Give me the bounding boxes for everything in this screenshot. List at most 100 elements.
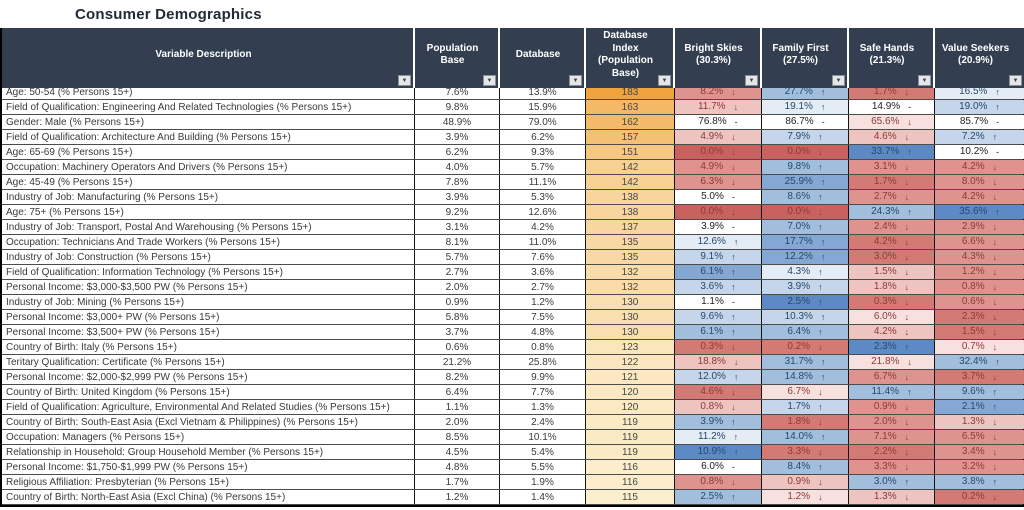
table-row: Occupation: Managers (% Persons 15+) 8.5… xyxy=(2,430,1024,445)
trend-arrow-icon: ↑ xyxy=(904,476,910,487)
population-base-cell: 3.9% xyxy=(415,130,500,144)
database-cell: 11.0% xyxy=(500,235,586,249)
database-cell: 10.1% xyxy=(500,430,586,444)
trend-arrow-icon: ↑ xyxy=(818,461,823,472)
filter-button[interactable]: ▼ xyxy=(483,75,496,86)
trend-arrow-icon: ↓ xyxy=(818,386,823,397)
bright-skies-cell: 4.6% ↓ xyxy=(675,385,762,399)
trend-arrow-icon: ↓ xyxy=(904,221,910,232)
safe-hands-cell: 4.2% ↓ xyxy=(849,325,935,339)
trend-arrow-icon: ↓ xyxy=(992,281,998,292)
table-row: Personal Income: $3,500+ PW (% Persons 1… xyxy=(2,325,1024,340)
bright-skies-cell: 2.5% ↑ xyxy=(675,490,762,504)
value-seekers-cell: 19.0% ↑ xyxy=(935,100,1024,114)
population-base-cell: 2.0% xyxy=(415,280,500,294)
trend-arrow-icon: ↓ xyxy=(992,371,998,382)
database-index-cell: 157 xyxy=(586,130,675,144)
trend-arrow-icon: ↓ xyxy=(992,191,998,202)
trend-arrow-icon: ↑ xyxy=(820,101,826,112)
bright-skies-cell: 11.7% ↓ xyxy=(675,100,762,114)
trend-arrow-icon: ↑ xyxy=(907,146,912,157)
trend-arrow-icon: ↓ xyxy=(731,476,736,487)
population-base-cell: 1.7% xyxy=(415,475,500,489)
filter-button[interactable]: ▼ xyxy=(1009,75,1022,86)
filter-button[interactable]: ▼ xyxy=(658,75,671,86)
database-index-cell: 116 xyxy=(586,475,675,489)
family-first-cell: 10.3% ↑ xyxy=(762,310,849,324)
value-seekers-cell: 3.7% ↓ xyxy=(935,370,1024,384)
population-base-cell: 9.2% xyxy=(415,205,500,219)
trend-arrow-icon: ↓ xyxy=(992,296,998,307)
bright-skies-cell: 6.3% ↓ xyxy=(675,175,762,189)
safe-hands-cell: 2.3% ↑ xyxy=(849,340,935,354)
trend-arrow-icon: ↓ xyxy=(904,491,910,502)
database-index-cell: 119 xyxy=(586,430,675,444)
filter-button[interactable]: ▼ xyxy=(745,75,758,86)
value-seekers-cell: 3.2% ↓ xyxy=(935,460,1024,474)
table-row: Religious Affiliation: Presbyterian (% P… xyxy=(2,475,1024,490)
filter-button[interactable]: ▼ xyxy=(832,75,845,86)
population-base-cell: 8.5% xyxy=(415,430,500,444)
population-base-cell: 7.8% xyxy=(415,175,500,189)
trend-arrow-icon: ↓ xyxy=(904,86,910,97)
bright-skies-cell: 12.0% ↑ xyxy=(675,370,762,384)
trend-arrow-icon: ↑ xyxy=(818,221,823,232)
header-bright-skies: Bright Skies (30.3%) ▼ xyxy=(675,28,762,88)
trend-arrow-icon: ↑ xyxy=(820,431,826,442)
trend-arrow-icon: ↑ xyxy=(820,176,826,187)
trend-arrow-icon: ↓ xyxy=(992,176,998,187)
safe-hands-cell: 4.2% ↓ xyxy=(849,235,935,249)
value-seekers-cell: 1.2% ↓ xyxy=(935,265,1024,279)
value-seekers-cell: 0.6% ↓ xyxy=(935,295,1024,309)
table-row: Industry of Job: Construction (% Persons… xyxy=(2,250,1024,265)
population-base-cell: 3.7% xyxy=(415,325,500,339)
database-index-cell: 119 xyxy=(586,445,675,459)
filter-dropdown-icon: ▼ xyxy=(401,77,408,84)
filter-dropdown-icon: ▼ xyxy=(835,77,842,84)
database-index-cell: 135 xyxy=(586,235,675,249)
family-first-cell: 0.0% ↓ xyxy=(762,145,849,159)
bright-skies-cell: 6.1% ↑ xyxy=(675,325,762,339)
database-cell: 13.9% xyxy=(500,85,586,99)
header-population-base: Population Base ▼ xyxy=(415,28,500,88)
value-seekers-cell: 2.9% ↓ xyxy=(935,220,1024,234)
variable-description-cell: Occupation: Managers (% Persons 15+) xyxy=(2,430,415,444)
trend-arrow-icon: ↓ xyxy=(992,431,998,442)
bright-skies-cell: 0.8% ↓ xyxy=(675,400,762,414)
trend-arrow-icon: ↓ xyxy=(904,371,910,382)
trend-arrow-icon: ↓ xyxy=(992,161,998,172)
population-base-cell: 6.2% xyxy=(415,145,500,159)
filter-button[interactable]: ▼ xyxy=(569,75,582,86)
family-first-cell: 1.7% ↑ xyxy=(762,400,849,414)
family-first-cell: 6.7% ↓ xyxy=(762,385,849,399)
trend-arrow-icon: ↑ xyxy=(818,326,823,337)
safe-hands-cell: 65.6% ↓ xyxy=(849,115,935,129)
population-base-cell: 8.1% xyxy=(415,235,500,249)
value-seekers-cell: 4.3% ↓ xyxy=(935,250,1024,264)
trend-arrow-icon: ↓ xyxy=(904,266,910,277)
database-index-cell: 135 xyxy=(586,250,675,264)
trend-arrow-icon: ↑ xyxy=(820,311,826,322)
family-first-cell: 17.7% ↑ xyxy=(762,235,849,249)
trend-arrow-icon: ↑ xyxy=(818,191,823,202)
family-first-cell: 4.3% ↑ xyxy=(762,265,849,279)
database-index-cell: 120 xyxy=(586,385,675,399)
value-seekers-cell: 9.6% ↑ xyxy=(935,385,1024,399)
trend-arrow-icon: ↑ xyxy=(820,356,826,367)
trend-arrow-icon: - xyxy=(731,191,735,202)
trend-arrow-icon: - xyxy=(734,116,738,127)
safe-hands-cell: 0.3% ↓ xyxy=(849,295,935,309)
trend-arrow-icon: ↓ xyxy=(992,251,998,262)
trend-arrow-icon: ↓ xyxy=(904,296,910,307)
filter-button[interactable]: ▼ xyxy=(918,75,931,86)
trend-arrow-icon: ↓ xyxy=(818,476,823,487)
filter-button[interactable]: ▼ xyxy=(398,75,411,86)
family-first-cell: 7.0% ↑ xyxy=(762,220,849,234)
population-base-cell: 3.9% xyxy=(415,190,500,204)
database-cell: 12.6% xyxy=(500,205,586,219)
database-cell: 0.8% xyxy=(500,340,586,354)
database-index-cell: 116 xyxy=(586,460,675,474)
bright-skies-cell: 11.2% ↑ xyxy=(675,430,762,444)
table-row: Field of Qualification: Engineering And … xyxy=(2,100,1024,115)
trend-arrow-icon: ↑ xyxy=(733,446,739,457)
